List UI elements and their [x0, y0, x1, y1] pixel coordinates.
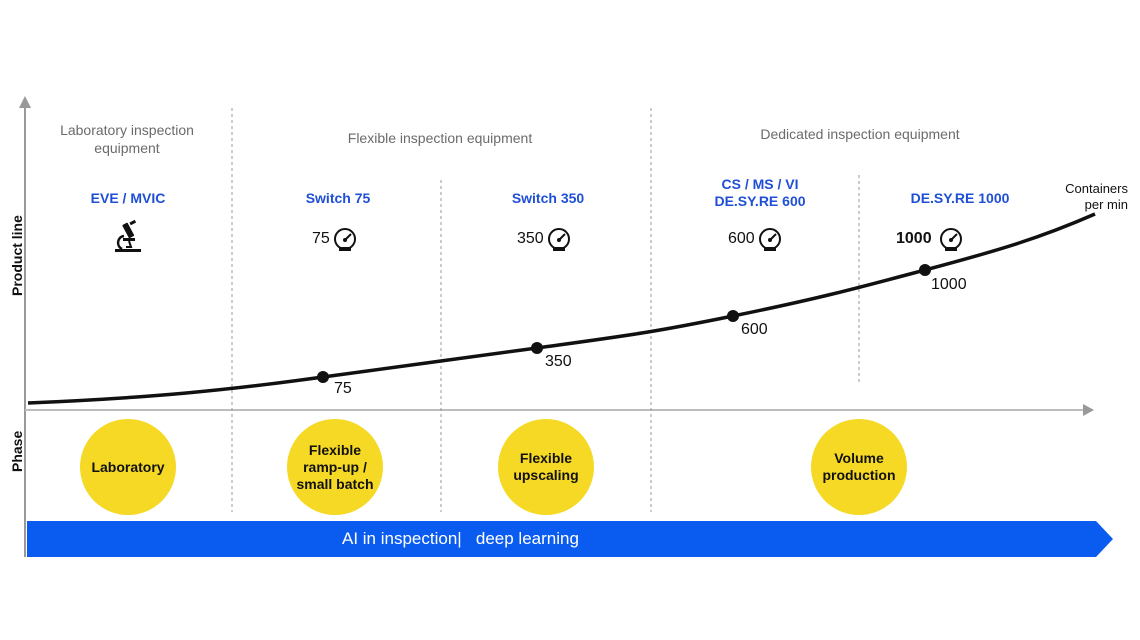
speedometer-icon: [758, 228, 781, 251]
phase-axis-label: Phase: [9, 430, 25, 472]
phase-laboratory: Laboratory: [80, 419, 176, 515]
curve-point-75: [317, 371, 329, 383]
speed-readout-1000: 1000: [896, 226, 964, 252]
y-axis-arrowhead: [19, 96, 31, 108]
speedometer-icon: [333, 228, 356, 251]
speed-readout-600: 600: [728, 226, 783, 252]
curve-point-1000: [919, 264, 931, 276]
curve-label-75: 75: [334, 380, 352, 397]
product-switch-75: Switch 75: [305, 190, 371, 206]
speedometer-icon: [939, 228, 962, 251]
curve-label-350: 350: [545, 353, 572, 370]
product-desyre-1000: DE.SY.RE 1000: [910, 190, 1010, 206]
y-axis-label: Product line: [9, 215, 25, 296]
product-desyre-600: CS / MS / VI DE.SY.RE 600: [714, 176, 806, 209]
category-flexible: Flexible inspection equipment: [347, 130, 533, 146]
phase-flexible-upscaling: Flexible upscaling: [498, 419, 594, 515]
curve-point-350: [531, 342, 543, 354]
curve-label-1000: 1000: [931, 276, 967, 293]
unit-label: Containers per min: [1065, 181, 1128, 212]
curve-label-600: 600: [741, 321, 768, 338]
growth-curve: [27, 212, 1096, 405]
product-eve-mvic: EVE / MVIC: [90, 190, 166, 206]
speedometer-icon: [547, 228, 570, 251]
category-dedicated: Dedicated inspection equipment: [760, 126, 960, 142]
speed-readout-75: 75: [312, 226, 358, 252]
product-switch-350: Switch 350: [511, 190, 585, 206]
ai-banner-text: AI in inspection| deep learning: [342, 529, 579, 548]
speed-readout-350: 350: [517, 226, 572, 252]
phase-flexible-ramp-up: Flexible ramp-up / small batch: [287, 419, 383, 515]
category-laboratory: Laboratory inspection equipment: [60, 122, 194, 156]
ai-banner-arrow: [27, 521, 1113, 557]
phase-volume-production: Volume production: [811, 419, 907, 515]
curve-point-600: [727, 310, 739, 322]
x-axis-arrowhead: [1083, 404, 1094, 416]
microscope-icon: [115, 220, 141, 252]
